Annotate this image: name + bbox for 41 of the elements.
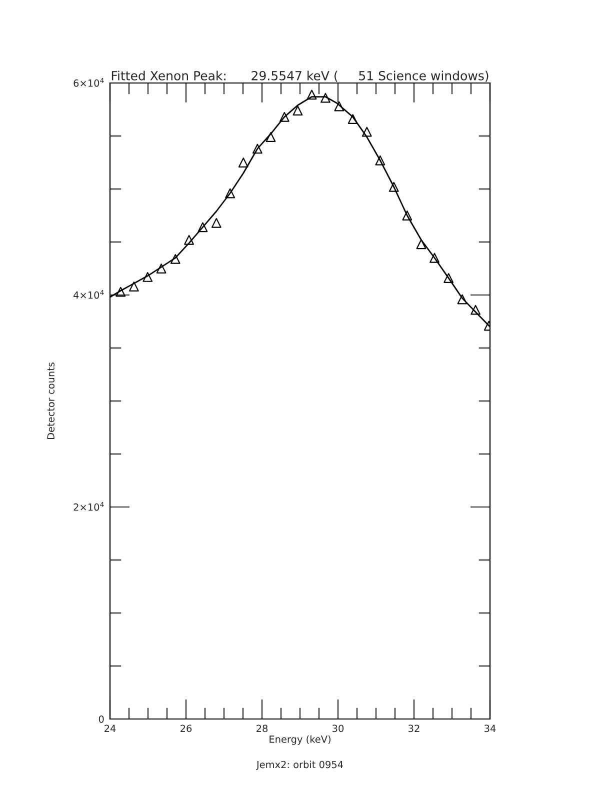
y-tick-label: 4×10$^{4}$ <box>74 290 104 299</box>
x-tick-label: 32 <box>408 724 420 732</box>
point <box>348 114 358 124</box>
chart-title: Fitted Xenon Peak: 29.5547 keV ( 51 Science windows) <box>112 70 488 82</box>
x-tick-label: 34 <box>484 724 496 732</box>
point <box>334 101 344 112</box>
point <box>388 182 399 192</box>
x-tick-label: 30 <box>332 724 344 732</box>
point <box>416 239 426 250</box>
x-axis-title: Energy (keV) <box>270 735 330 745</box>
point <box>444 273 454 283</box>
point <box>225 188 236 198</box>
point <box>128 282 139 292</box>
y-tick-label: 0 <box>98 715 104 723</box>
point <box>292 106 303 116</box>
text: Jemx2: orbit 0954 <box>256 760 343 770</box>
x-tick-label: 26 <box>180 724 192 732</box>
point <box>211 218 222 228</box>
point <box>184 234 194 245</box>
point <box>279 112 290 122</box>
point <box>142 272 153 282</box>
x-tick-label: 24 <box>104 724 116 732</box>
point <box>362 126 372 137</box>
point <box>170 254 180 264</box>
point <box>470 304 481 315</box>
x-tick-label: 28 <box>256 724 268 732</box>
point <box>457 294 468 304</box>
point <box>430 252 440 263</box>
point <box>198 222 208 232</box>
point <box>116 286 126 297</box>
point <box>402 210 412 220</box>
point <box>238 158 248 168</box>
y-axis-title: Detector counts <box>47 362 54 440</box>
point <box>320 92 330 103</box>
y-tick-label: 2×10$^{4}$ <box>74 502 104 511</box>
point <box>375 155 386 166</box>
point <box>252 144 262 154</box>
y-tick-label: 6×10$^{4}$ <box>74 78 104 87</box>
point <box>156 264 166 274</box>
point <box>306 90 317 100</box>
point <box>266 132 276 142</box>
